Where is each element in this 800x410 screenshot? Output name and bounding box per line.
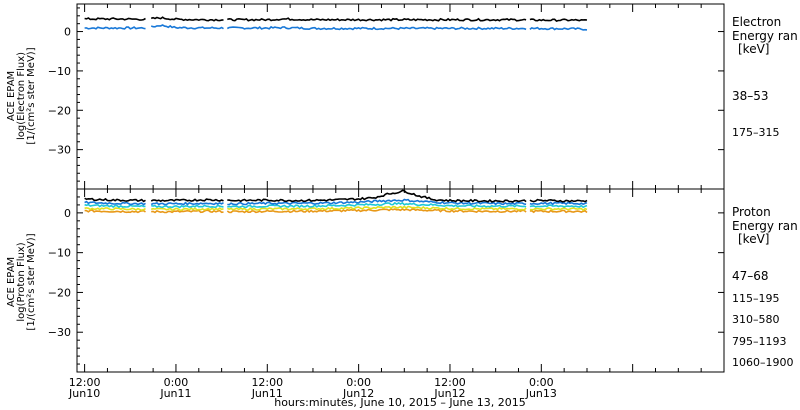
series-proton-310–580-seg3 — [529, 204, 588, 209]
electron-legend-38-53: 38–53 — [732, 89, 769, 103]
proton-legend-795-1193: 795–1193 — [732, 335, 787, 348]
xtick-time-0: 12:00 — [69, 376, 101, 389]
series-electron-175–315-seg0 — [84, 26, 146, 30]
xtick-date-5: Jun13 — [525, 387, 557, 400]
xtick-time-1: 0:00 — [164, 376, 189, 389]
ytick-label-proton-1: −10 — [48, 247, 71, 260]
series-proton-47–68-seg2 — [227, 189, 527, 203]
xtick-time-4: 12:00 — [434, 376, 466, 389]
ytick-label-proton-0: 0 — [64, 207, 71, 220]
proton-ylabel-1: ACE EPAM — [6, 257, 17, 307]
ytick-label-proton-2: −20 — [48, 286, 71, 299]
proton-legend-115-195: 115–195 — [732, 292, 780, 305]
series-proton-310–580-seg1 — [151, 204, 224, 209]
proton-legend-title-1: Proton — [732, 205, 771, 219]
series-proton-795–1193-seg1 — [150, 207, 224, 212]
ytick-label-electron-2: −20 — [48, 104, 71, 117]
proton-legend-310-580: 310–580 — [732, 313, 780, 326]
series-proton-115–195-seg2 — [227, 198, 527, 206]
proton-legend-title-2: Energy ran — [732, 219, 798, 233]
series-proton-47–68-seg3 — [529, 198, 588, 203]
series-proton-47–68-seg1 — [150, 198, 224, 203]
series-electron-38–53-seg1 — [150, 16, 224, 22]
electron-panel-frame — [76, 3, 725, 190]
xtick-date-2: Jun11 — [251, 387, 283, 400]
xtick-time-3: 0:00 — [346, 376, 371, 389]
ytick-label-proton-3: −30 — [48, 326, 71, 339]
electron-ylabel-2: log(Electron Flux) — [16, 52, 27, 140]
xtick-time-2: 12:00 — [251, 376, 283, 389]
electron-ylabel-1: ACE EPAM — [6, 71, 17, 121]
proton-ylabel-3: [1/(cm²s ster MeV)] — [26, 233, 37, 330]
series-proton-310–580-seg2 — [227, 201, 527, 209]
xtick-date-4: Jun12 — [433, 387, 465, 400]
ytick-label-electron-3: −30 — [48, 144, 71, 157]
series-electron-175–315-seg3 — [529, 26, 588, 31]
series-proton-47–68-seg0 — [84, 197, 146, 203]
series-proton-795–1193-seg2 — [227, 205, 527, 211]
series-electron-175–315-seg1 — [150, 24, 224, 30]
series-electron-38–53-seg2 — [227, 17, 527, 22]
series-proton-1060–1900-seg2 — [226, 208, 527, 214]
series-proton-1060–1900-seg1 — [151, 209, 224, 214]
series-electron-38–53-seg3 — [529, 18, 588, 23]
proton-panel-frame — [76, 188, 725, 373]
series-proton-310–580-seg0 — [84, 203, 146, 209]
electron-legend-title-2: Energy ran — [732, 29, 798, 43]
proton-legend-47-68: 47–68 — [732, 269, 769, 283]
proton-legend-title-3: [keV] — [738, 232, 769, 246]
series-electron-175–315-seg2 — [226, 25, 527, 31]
electron-legend-175-315: 175–315 — [732, 126, 780, 139]
x-axis-title: hours:minutes, June 10, 2015 – June 13, … — [274, 396, 526, 409]
proton-legend-1060-1900: 1060–1900 — [732, 356, 794, 369]
series-proton-1060–1900-seg3 — [529, 209, 588, 214]
xtick-date-0: Jun10 — [68, 387, 100, 400]
xtick-date-3: Jun12 — [342, 387, 374, 400]
ytick-label-electron-1: −10 — [48, 65, 71, 78]
xtick-time-5: 0:00 — [529, 376, 554, 389]
electron-legend-title-1: Electron — [732, 15, 781, 29]
electron-legend-title-3: [keV] — [738, 42, 769, 56]
series-proton-115–195-seg3 — [529, 201, 588, 206]
ytick-label-electron-0: 0 — [64, 26, 71, 39]
series-proton-1060–1900-seg0 — [84, 209, 146, 214]
series-proton-115–195-seg1 — [150, 201, 224, 206]
series-electron-38–53-seg0 — [84, 17, 146, 21]
xtick-date-1: Jun11 — [159, 387, 191, 400]
series-proton-115–195-seg0 — [84, 200, 146, 206]
series-proton-795–1193-seg3 — [529, 207, 588, 212]
proton-ylabel-2: log(Proton Flux) — [16, 242, 27, 321]
series-proton-795–1193-seg0 — [84, 207, 146, 212]
electron-ylabel-3: [1/(cm²s ster MeV)] — [26, 47, 37, 144]
